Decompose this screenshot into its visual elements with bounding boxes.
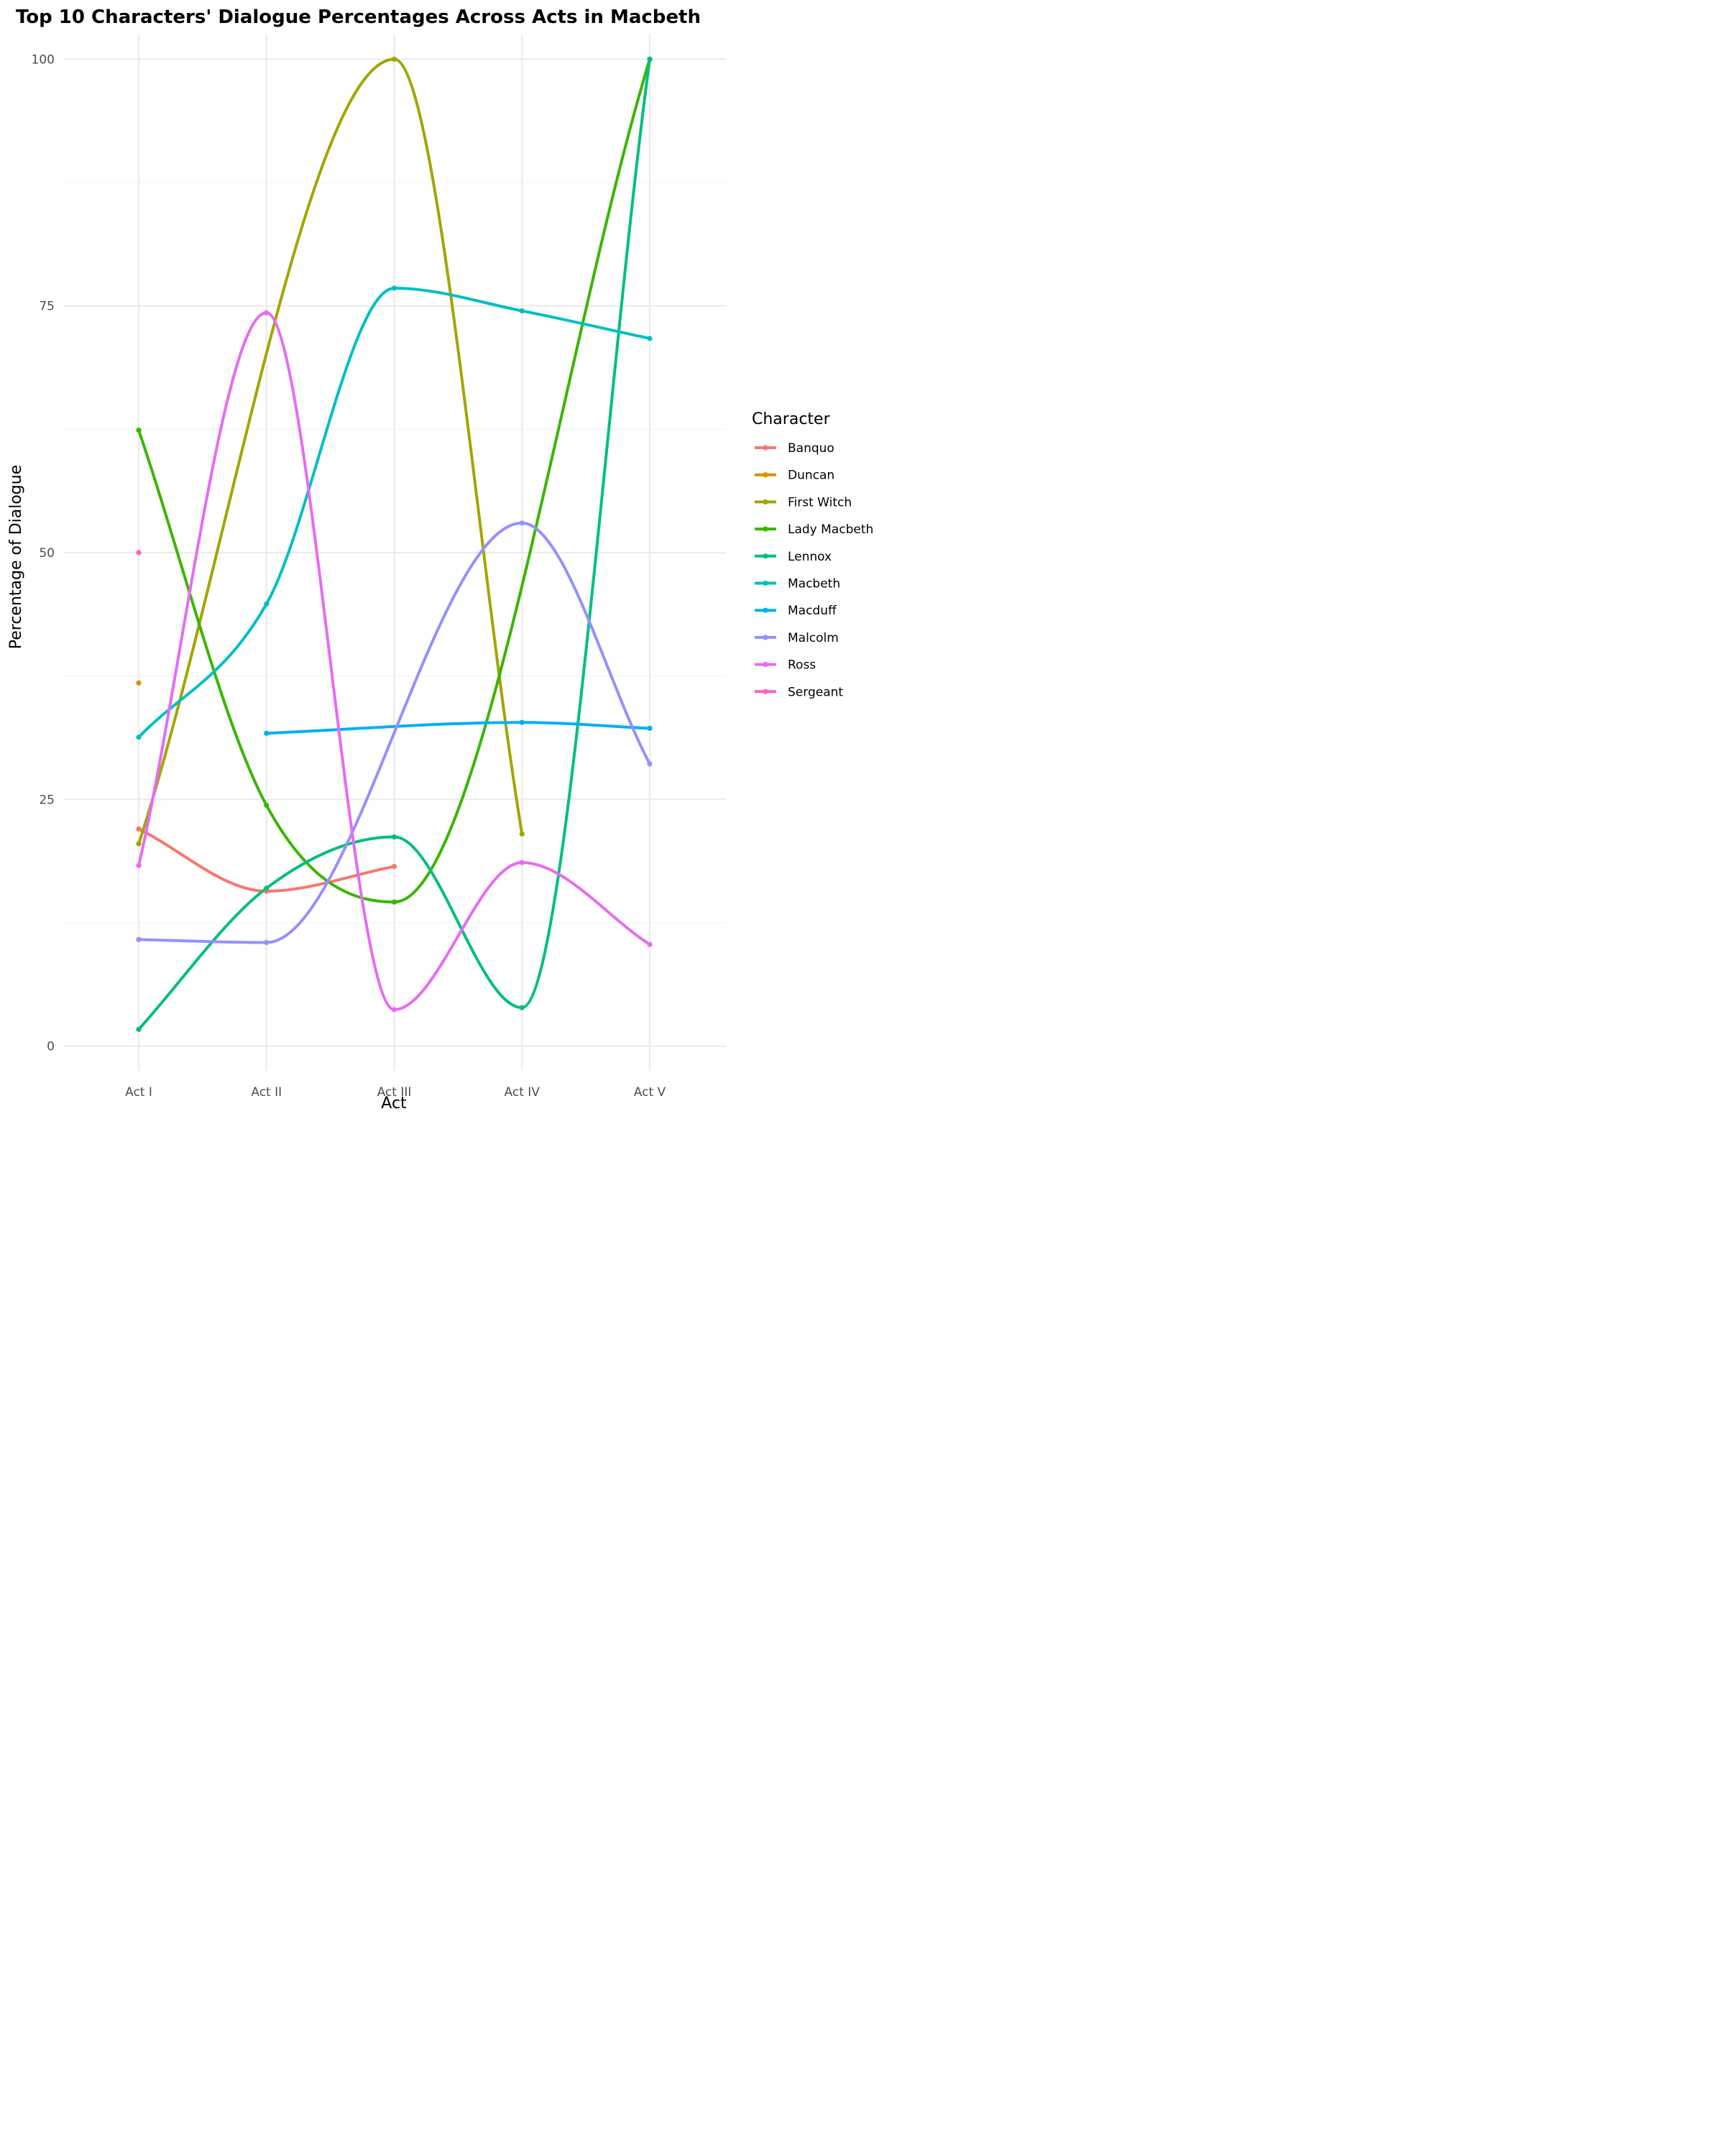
series-line-lennox bbox=[137, 57, 651, 1031]
legend-key-point bbox=[763, 688, 768, 694]
series-line-macduff bbox=[264, 721, 651, 735]
legend-label: First Witch bbox=[788, 495, 852, 510]
series-points bbox=[136, 56, 653, 1032]
data-point-first-witch bbox=[391, 56, 397, 62]
data-point-first-witch bbox=[519, 831, 525, 837]
y-tick-label: 50 bbox=[39, 546, 55, 561]
y-tick-label: 25 bbox=[39, 793, 55, 807]
legend-label: Malcolm bbox=[788, 631, 839, 645]
legend-label: Duncan bbox=[788, 469, 834, 483]
legend-key-point bbox=[763, 607, 768, 613]
chart-title: Top 10 Characters' Dialogue Percentages … bbox=[16, 6, 701, 28]
data-point-lady-macbeth bbox=[136, 428, 142, 433]
legend-item-first-witch: First Witch bbox=[755, 495, 852, 510]
legend-key-point bbox=[763, 662, 768, 668]
data-point-banquo bbox=[391, 864, 397, 870]
chart: Top 10 Characters' Dialogue Percentages … bbox=[7, 6, 873, 1112]
data-point-macbeth bbox=[391, 285, 397, 291]
data-point-lennox bbox=[136, 1026, 142, 1032]
legend-item-banquo: Banquo bbox=[755, 441, 834, 456]
x-tick-label: Act I bbox=[125, 1085, 152, 1100]
legend-item-duncan: Duncan bbox=[755, 469, 834, 483]
legend-key-point bbox=[763, 445, 768, 451]
legend-key-point bbox=[763, 526, 768, 532]
x-axis-ticks: Act I Act II Act III Act IV Act V bbox=[125, 1085, 666, 1100]
data-point-macbeth bbox=[136, 734, 142, 740]
data-point-ross bbox=[136, 862, 142, 868]
legend-item-sergeant: Sergeant bbox=[755, 685, 843, 699]
data-point-ross bbox=[519, 860, 525, 865]
x-tick-label: Act III bbox=[377, 1085, 412, 1100]
legend-label: Lennox bbox=[788, 550, 832, 564]
data-point-ross bbox=[264, 310, 270, 315]
legend-label: Ross bbox=[788, 658, 816, 673]
y-tick-label: 100 bbox=[32, 52, 55, 67]
legend-item-ross: Ross bbox=[755, 658, 816, 673]
x-tick-label: Act II bbox=[251, 1085, 282, 1100]
series-line-lady-macbeth bbox=[137, 57, 651, 904]
x-tick-label: Act V bbox=[634, 1085, 666, 1100]
data-point-malcolm bbox=[647, 761, 653, 767]
data-point-duncan bbox=[136, 680, 142, 686]
y-axis-title: Percentage of Dialogue bbox=[7, 465, 25, 650]
data-point-macduff bbox=[519, 719, 525, 725]
legend-label: Macbeth bbox=[788, 577, 840, 591]
legend-label: Banquo bbox=[788, 441, 834, 456]
data-point-macduff bbox=[647, 725, 653, 732]
data-point-macbeth bbox=[264, 601, 270, 607]
y-tick-label: 75 bbox=[39, 300, 55, 314]
x-axis-title: Act bbox=[381, 1095, 407, 1112]
legend-item-macduff: Macduff bbox=[755, 604, 837, 618]
data-point-lennox bbox=[264, 885, 270, 891]
data-point-macbeth bbox=[519, 308, 525, 314]
series-line-first-witch bbox=[137, 57, 524, 846]
data-point-lennox bbox=[647, 56, 653, 62]
data-point-lennox bbox=[391, 834, 397, 840]
y-tick-label: 0 bbox=[47, 1040, 55, 1054]
legend-title: Character bbox=[752, 410, 831, 428]
data-point-lady-macbeth bbox=[391, 899, 397, 905]
data-point-malcolm bbox=[136, 936, 142, 942]
data-point-lady-macbeth bbox=[264, 802, 270, 808]
data-point-macduff bbox=[264, 730, 270, 736]
legend-item-lady-macbeth: Lady Macbeth bbox=[755, 522, 873, 537]
legend-item-macbeth: Macbeth bbox=[755, 577, 840, 591]
data-point-malcolm bbox=[264, 939, 270, 946]
data-point-macbeth bbox=[647, 336, 653, 341]
x-tick-label: Act IV bbox=[505, 1085, 540, 1100]
y-axis-ticks: 0 25 50 75 100 bbox=[32, 52, 55, 1054]
legend-label: Macduff bbox=[788, 604, 837, 618]
data-point-ross bbox=[647, 941, 653, 947]
data-point-banquo bbox=[136, 826, 142, 832]
legend-label: Lady Macbeth bbox=[788, 522, 873, 537]
legend-item-lennox: Lennox bbox=[755, 550, 832, 564]
legend-key-point bbox=[763, 580, 768, 586]
series-line-macbeth bbox=[137, 286, 651, 739]
plot-grid bbox=[63, 34, 726, 1071]
data-point-sergeant bbox=[136, 550, 142, 556]
legend-key-point bbox=[763, 472, 768, 478]
legend-key-point bbox=[763, 499, 768, 505]
data-point-ross bbox=[391, 1007, 397, 1013]
series-line-malcolm bbox=[137, 521, 651, 944]
data-point-lennox bbox=[519, 1005, 525, 1010]
legend-key-point bbox=[763, 553, 768, 559]
legend-label: Sergeant bbox=[788, 685, 843, 699]
legend: Character Banquo Duncan First Witch Lady Ma… bbox=[752, 410, 873, 699]
data-point-malcolm bbox=[519, 520, 525, 526]
data-point-first-witch bbox=[136, 841, 142, 847]
legend-item-malcolm: Malcolm bbox=[755, 631, 839, 645]
legend-key-point bbox=[763, 635, 768, 640]
